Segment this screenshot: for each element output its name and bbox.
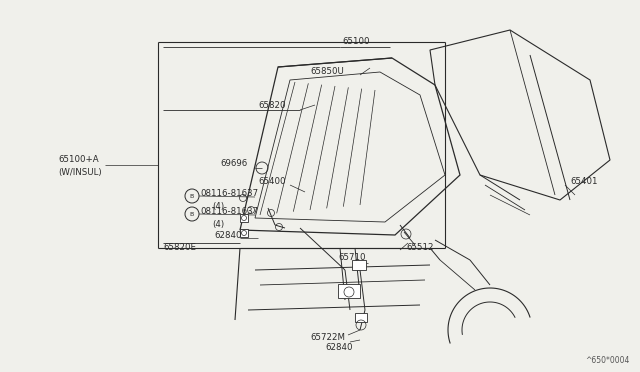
FancyBboxPatch shape: [355, 313, 367, 322]
FancyBboxPatch shape: [240, 214, 248, 222]
Text: 65820: 65820: [258, 102, 285, 110]
Text: ^650*0004: ^650*0004: [586, 356, 630, 365]
Text: 62840: 62840: [214, 231, 241, 240]
Text: 69696: 69696: [220, 160, 247, 169]
FancyBboxPatch shape: [352, 260, 366, 270]
Text: 08116-81637: 08116-81637: [200, 189, 258, 198]
Text: (W/INSUL): (W/INSUL): [58, 167, 102, 176]
FancyBboxPatch shape: [338, 284, 360, 298]
Text: (4): (4): [212, 202, 224, 211]
Text: B: B: [190, 193, 194, 199]
Text: 65722M: 65722M: [310, 334, 345, 343]
Text: (4): (4): [212, 219, 224, 228]
Text: 65820E: 65820E: [163, 244, 196, 253]
Text: 08116-81637: 08116-81637: [200, 206, 258, 215]
Text: 65401: 65401: [570, 177, 598, 186]
FancyBboxPatch shape: [240, 229, 248, 237]
Text: 65710: 65710: [338, 253, 365, 263]
Text: 65512: 65512: [406, 243, 433, 251]
Text: 65100: 65100: [342, 38, 369, 46]
Text: 62840: 62840: [325, 343, 353, 353]
Text: 65850U: 65850U: [310, 67, 344, 76]
Text: B: B: [190, 212, 194, 217]
Text: 65400: 65400: [258, 177, 285, 186]
Text: 65100+A: 65100+A: [58, 155, 99, 164]
